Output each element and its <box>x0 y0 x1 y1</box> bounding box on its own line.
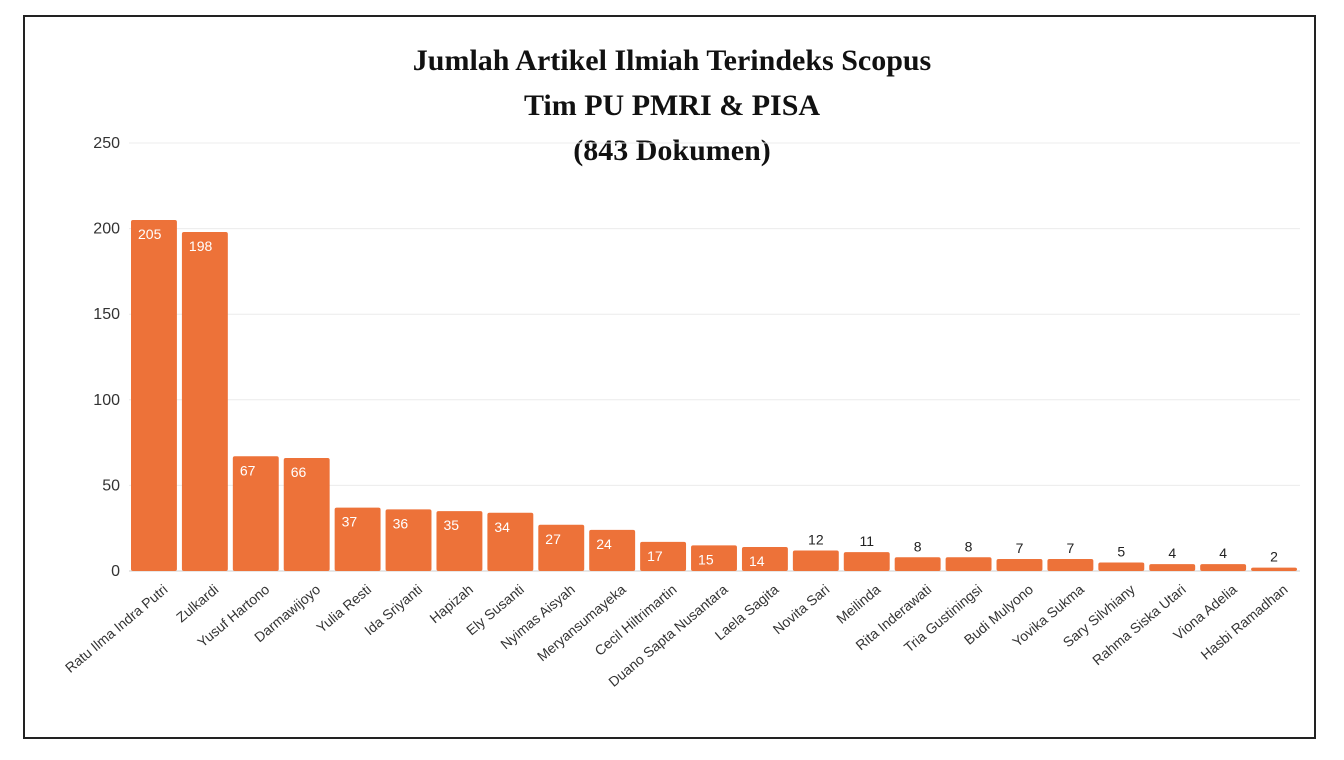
bar-18 <box>996 559 1043 571</box>
data-label: 11 <box>859 533 874 549</box>
bar-21 <box>1149 564 1196 571</box>
chart-title: Jumlah Artikel Ilmiah Terindeks Scopus <box>412 44 932 77</box>
data-label: 36 <box>393 515 409 531</box>
data-label: 27 <box>545 531 561 547</box>
bar-3 <box>232 456 279 571</box>
data-label: 205 <box>138 226 162 242</box>
data-label: 4 <box>1219 545 1227 561</box>
data-label: 67 <box>240 462 256 478</box>
data-label: 5 <box>1117 543 1125 559</box>
bar-9 <box>538 524 585 571</box>
data-label: 24 <box>596 536 612 552</box>
data-label: 198 <box>189 238 213 254</box>
data-label: 7 <box>1066 540 1074 556</box>
data-label: 7 <box>1016 540 1024 556</box>
data-label: 37 <box>342 514 358 530</box>
data-label: 34 <box>494 519 510 535</box>
chart-subtitle-count: (843 Dokumen) <box>573 134 771 167</box>
x-tick-label: Meilinda <box>833 581 883 627</box>
bar-13 <box>741 547 788 571</box>
bar-15 <box>843 552 890 571</box>
chart-frame <box>23 15 1316 739</box>
bar-14 <box>792 550 839 571</box>
bar-5 <box>334 507 381 571</box>
data-label: 4 <box>1168 545 1176 561</box>
data-label: 8 <box>965 538 973 554</box>
y-tick-label: 150 <box>93 306 120 323</box>
bar-10 <box>589 529 636 571</box>
bar-6 <box>385 509 432 571</box>
bar-11 <box>640 541 687 571</box>
y-tick-label: 250 <box>93 135 120 152</box>
data-label: 66 <box>291 464 307 480</box>
bar-1 <box>131 220 177 572</box>
bar-20 <box>1098 562 1145 571</box>
data-label: 12 <box>808 531 824 547</box>
bar-2 <box>181 232 228 572</box>
x-tick-label: Rahma Siska Utari <box>1089 581 1189 668</box>
x-tick-label: Meryansumayeka <box>534 581 629 664</box>
bar-17 <box>945 557 992 571</box>
chart-title-block: Jumlah Artikel Ilmiah Terindeks Scopus T… <box>0 38 1344 173</box>
chart-subtitle: Tim PU PMRI & PISA <box>523 89 821 122</box>
data-label: 35 <box>443 517 459 533</box>
data-label: 2 <box>1270 549 1278 565</box>
y-tick-label: 100 <box>93 392 120 409</box>
data-label: 15 <box>698 551 714 567</box>
bar-12 <box>691 545 737 571</box>
data-label: 8 <box>914 538 922 554</box>
y-tick-label: 200 <box>93 221 120 238</box>
x-tick-label: Ratu Ilma Indra Putri <box>62 581 171 676</box>
y-tick-label: 50 <box>102 477 120 494</box>
x-tick-label: Zulkardi <box>173 581 221 625</box>
bar-22 <box>1200 564 1247 571</box>
y-tick-label: 0 <box>111 563 120 580</box>
bar-16 <box>894 557 941 571</box>
bar-23 <box>1251 567 1297 571</box>
x-tick-label: Hapizah <box>426 581 476 626</box>
bar-4 <box>283 458 330 571</box>
x-tick-label: Novita Sari <box>770 581 833 637</box>
bar-19 <box>1047 559 1094 571</box>
x-tick-label: Hasbi Ramadhan <box>1198 581 1291 663</box>
bar-8 <box>487 512 534 571</box>
data-label: 14 <box>749 553 765 569</box>
data-label: 17 <box>647 548 663 564</box>
bar-7 <box>436 511 483 571</box>
